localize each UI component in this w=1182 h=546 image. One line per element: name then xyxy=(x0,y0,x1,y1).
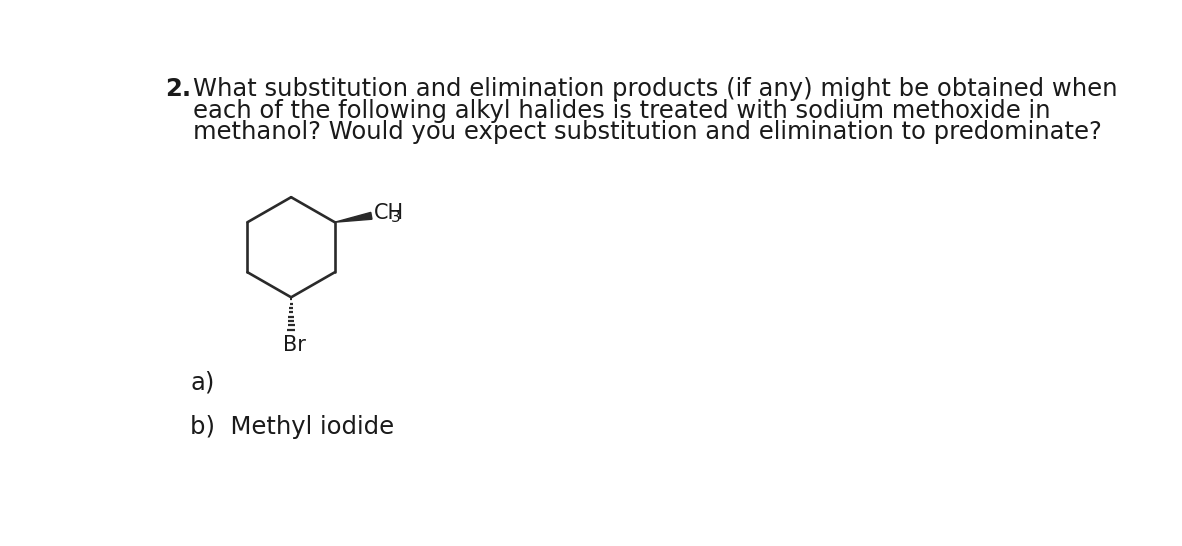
Text: Br: Br xyxy=(284,335,306,355)
Text: CH: CH xyxy=(374,204,404,223)
Text: b)  Methyl iodide: b) Methyl iodide xyxy=(190,415,395,439)
Text: 2.: 2. xyxy=(164,77,191,101)
Text: methanol? Would you expect substitution and elimination to predominate?: methanol? Would you expect substitution … xyxy=(193,120,1102,144)
Text: a): a) xyxy=(190,370,215,394)
Text: each of the following alkyl halides is treated with sodium methoxide in: each of the following alkyl halides is t… xyxy=(193,99,1050,123)
Polygon shape xyxy=(335,212,372,222)
Text: 3: 3 xyxy=(391,210,401,225)
Text: What substitution and elimination products (if any) might be obtained when: What substitution and elimination produc… xyxy=(193,77,1117,101)
